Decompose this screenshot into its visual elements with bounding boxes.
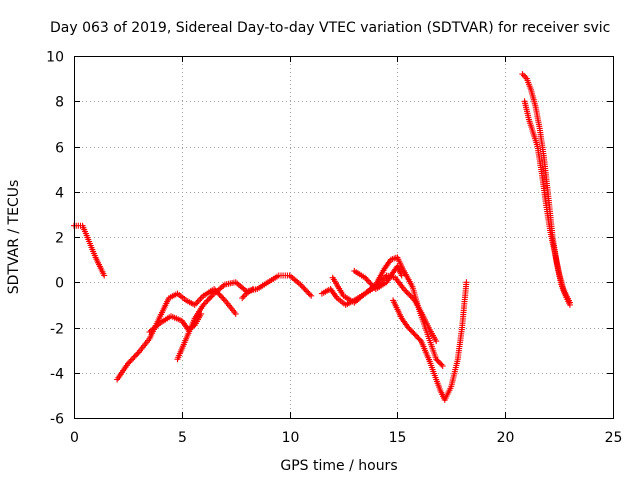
y-tick-label: 10 — [46, 50, 64, 66]
y-tick-label: 2 — [55, 231, 64, 247]
y-tick-label: 8 — [55, 95, 64, 111]
series-arc-8 — [351, 263, 405, 292]
series-arc-9 — [390, 279, 470, 403]
series-arc-7 — [329, 254, 446, 369]
grid — [74, 56, 613, 418]
y-tick-label: -2 — [50, 322, 64, 338]
axis-ticks — [74, 56, 614, 419]
data-point-markers — [329, 254, 446, 369]
y-axis-title: SDTVAR / TECUs — [6, 180, 22, 295]
y-tick-label: 0 — [55, 276, 64, 292]
series-arc-5 — [239, 286, 256, 302]
x-tick-label: 0 — [70, 430, 79, 446]
y-tick-label: -6 — [50, 412, 64, 428]
data-point-markers — [521, 98, 573, 306]
x-tick-label: 20 — [497, 430, 515, 446]
data-point-markers — [174, 272, 315, 363]
x-tick-label: 15 — [389, 430, 407, 446]
x-tick-label: 25 — [605, 430, 623, 446]
plot-frame — [74, 56, 614, 419]
x-tick-labels: 0 5 10 15 20 25 — [70, 430, 622, 446]
x-axis-title: GPS time / hours — [280, 458, 397, 474]
x-tick-label: 10 — [282, 430, 300, 446]
y-tick-label: -4 — [50, 367, 64, 383]
x-tick-label: 5 — [178, 430, 187, 446]
series-arc-4 — [174, 272, 315, 363]
data-point-markers — [351, 263, 405, 292]
data-point-markers — [71, 222, 108, 279]
chart-title: Day 063 of 2019, Sidereal Day-to-day VTE… — [50, 20, 610, 36]
series-arc-11 — [521, 98, 573, 306]
y-tick-label: 6 — [55, 141, 64, 157]
data-point-markers — [239, 286, 256, 302]
y-tick-label: 4 — [55, 186, 64, 202]
series-arc-2 — [114, 286, 239, 383]
data-point-markers — [519, 71, 573, 308]
y-tick-labels: -6 -4 -2 0 2 4 6 8 10 — [46, 50, 64, 428]
series-arc-1 — [71, 222, 108, 279]
series-arc-10 — [519, 71, 573, 308]
data-point-markers — [390, 279, 470, 403]
data-series — [71, 71, 573, 403]
data-point-markers — [114, 286, 239, 383]
